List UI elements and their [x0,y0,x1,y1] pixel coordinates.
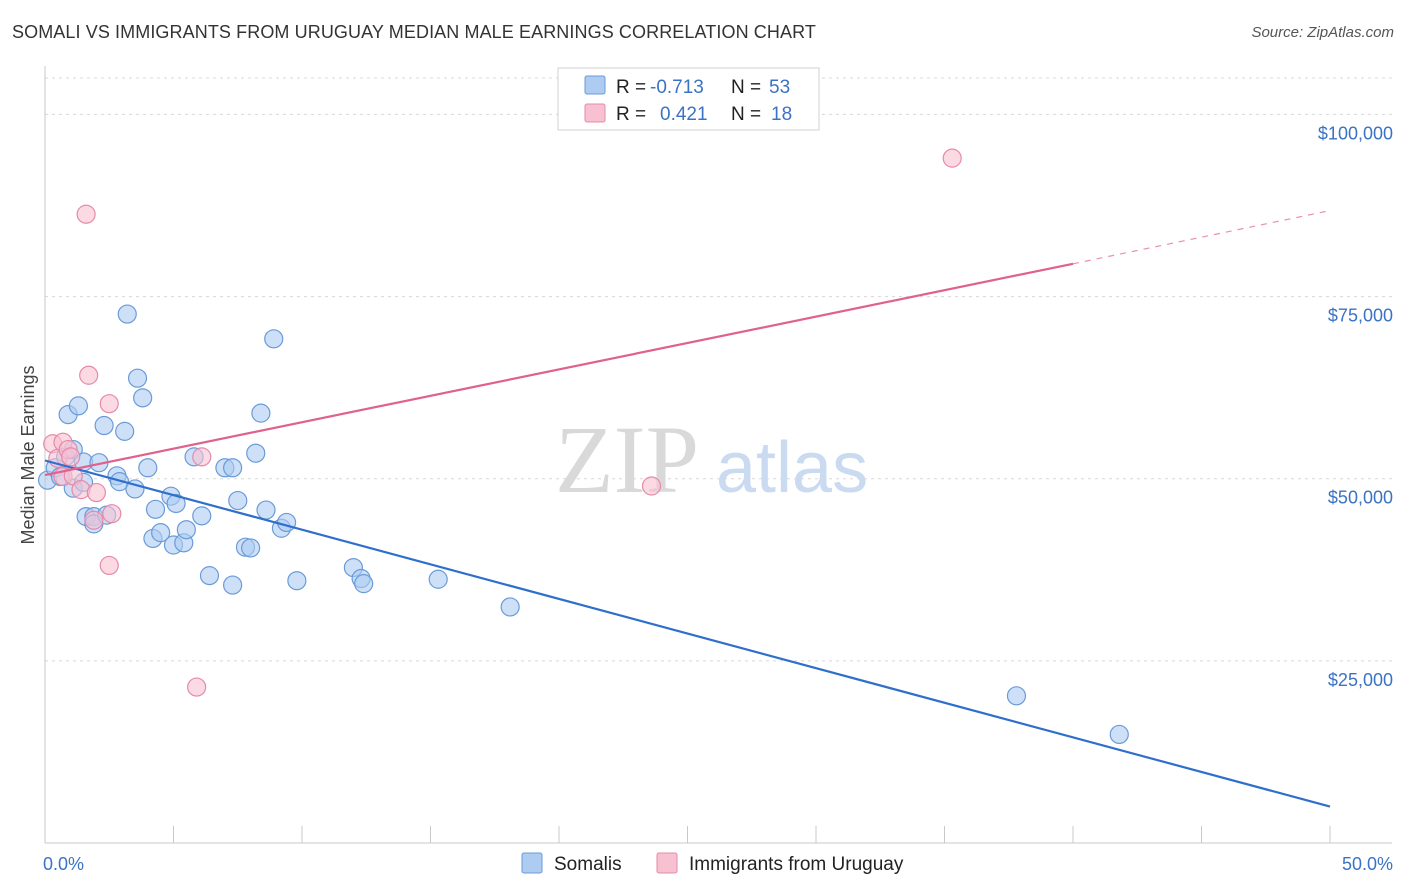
legend-r-label: R = [616,77,646,98]
watermark: ZIP atlas [555,406,868,513]
legend-n-label: N = [731,77,761,98]
gridlines [45,77,1392,662]
data-point [117,304,137,324]
data-point [276,512,297,533]
data-point [223,458,243,478]
data-point [79,365,99,385]
legend-r-value: -0.713 [650,77,704,98]
y-axis-label: Median Male Earnings [18,365,38,544]
data-point [187,677,207,697]
data-point [192,447,212,467]
data-point [264,329,284,349]
data-point [76,204,96,224]
data-point [228,490,248,511]
trend-line-uruguay-extension [1072,210,1331,265]
data-point [68,396,89,416]
data-point [115,421,135,441]
legend-n-label: N = [731,104,761,125]
data-point [942,148,962,168]
data-point [145,499,166,519]
data-point [192,506,212,526]
legend-n-value: 53 [769,77,790,98]
legend-swatch-uruguay [584,103,606,123]
data-point [86,482,107,503]
somali-points [37,304,1129,745]
y-tick-labels: $25,000 $50,000 $75,000 $100,000 [1318,123,1393,689]
data-point [223,575,243,595]
data-point [1006,686,1027,706]
data-point [287,571,307,591]
legend-r-label: R = [616,104,646,125]
source-label: Source: ZipAtlas.com [1251,24,1394,41]
data-point [176,520,196,540]
data-point [251,403,271,423]
series-legend-swatch-uruguay [656,852,678,874]
data-point [1109,724,1129,745]
watermark-atlas: atlas [716,428,868,508]
legend-r-value: 0.421 [660,104,708,125]
series-legend-label-uruguay: Immigrants from Uruguay [689,854,904,875]
data-point [99,555,119,576]
data-point [151,523,171,543]
data-point [256,500,276,520]
data-point [500,597,520,617]
axes [44,66,1392,844]
series-legend: Somalis Immigrants from Uruguay [521,852,904,875]
data-point [94,415,114,436]
data-point [138,458,158,478]
trend-lines [44,210,1331,808]
data-point [199,566,220,586]
data-point [99,394,119,414]
data-point [84,510,104,530]
correlation-legend: R = -0.713 N = 53 R = 0.421 N = 18 [557,67,820,131]
data-point [246,443,266,463]
trend-line-somali [44,459,1331,808]
chart-title: SOMALI VS IMMIGRANTS FROM URUGUAY MEDIAN… [12,22,816,42]
x-tick-labels: 0.0% 50.0% [43,854,1393,874]
data-point [102,504,122,524]
watermark-zip: ZIP [555,406,699,513]
data-point [641,476,662,496]
series-legend-swatch-somali [521,852,543,874]
data-point [127,368,148,388]
legend-swatch-somali [584,75,606,95]
y-tick-label: $100,000 [1318,123,1393,143]
trend-line-uruguay [44,262,1074,477]
y-tick-label: $75,000 [1328,306,1393,326]
y-tick-label: $50,000 [1328,488,1393,508]
x-tick-label: 50.0% [1342,854,1393,874]
uruguay-points [43,148,962,697]
data-point [354,574,374,594]
x-tick-label: 0.0% [43,854,84,874]
legend-n-value: 18 [771,104,792,125]
data-point [241,538,261,558]
data-point [428,569,448,589]
series-legend-label-somali: Somalis [554,854,622,875]
y-tick-label: $25,000 [1328,670,1393,690]
data-point [133,388,153,408]
data-point [61,447,81,467]
data-point [166,493,186,514]
